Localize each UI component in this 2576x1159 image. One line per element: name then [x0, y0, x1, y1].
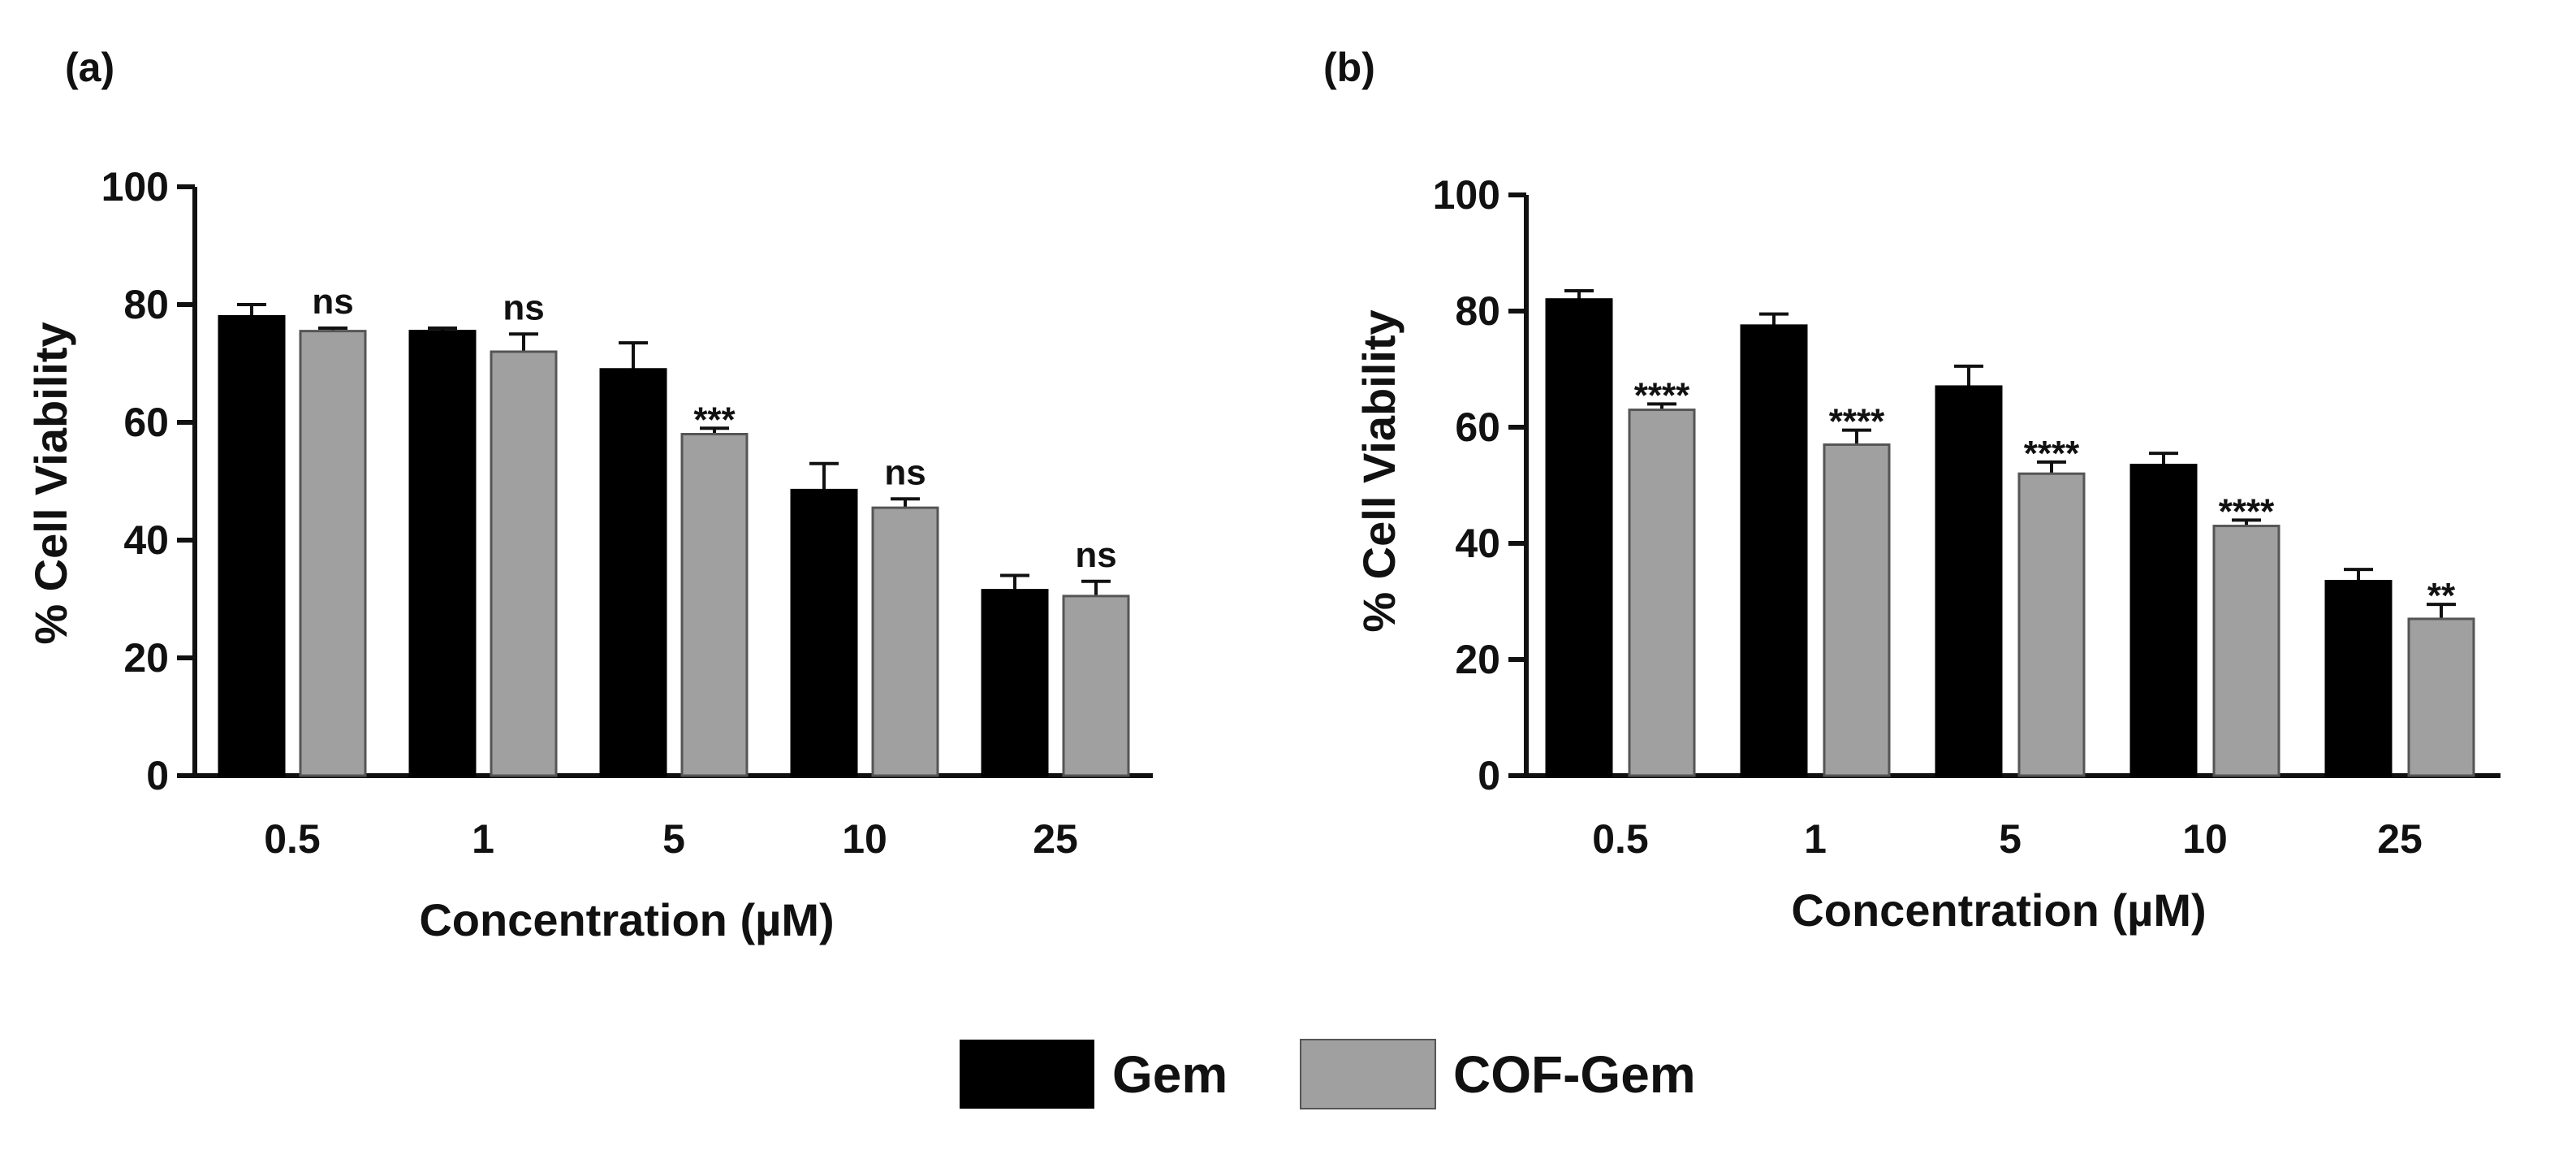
panel-b-bar-cof-gem — [1628, 409, 1696, 777]
panel-a-chart: (a) 0 20 40 60 80 100 ns 0.5 ns 1 *** 5 ns 10 ns 25 % C… — [25, 45, 1153, 945]
panel-b-bar-gem — [1545, 298, 1613, 777]
panel-b-label: (b) — [1323, 45, 1375, 90]
panel-b-bar-cof-gem — [2212, 525, 2280, 777]
panel-a-bar-gem — [408, 330, 477, 777]
panel-a-bar-gem — [790, 488, 858, 777]
panel-b-significance-label: **** — [2219, 491, 2275, 531]
panel-b-y-axis-title: % Cell Viability — [1353, 309, 1405, 632]
panel-b-chart: (b) 0 20 40 60 80 100 **** 0.5 **** 1 **** 5 **** 10 *… — [1323, 45, 2500, 936]
panel-b-bar-cof-gem — [2407, 617, 2475, 777]
panel-a-significance-label: ns — [503, 288, 544, 327]
panel-a-y-tick-label: 0 — [146, 753, 169, 798]
panel-a-label: (a) — [65, 45, 114, 90]
panel-a-bar-cof-gem — [1062, 595, 1130, 777]
panel-b-significance-label: **** — [1829, 402, 1885, 442]
panel-a-significance-label: ns — [312, 282, 353, 322]
panel-b-y-tick-label: 0 — [1478, 753, 1500, 798]
panel-b-bar-cof-gem — [1823, 443, 1891, 777]
panel-a-significance-label: ns — [1075, 535, 1116, 575]
panel-b-x-tick-label: 25 — [2377, 816, 2423, 862]
panel-a-y-tick-label: 60 — [123, 400, 169, 445]
panel-b-y-tick-label: 20 — [1455, 637, 1500, 682]
panel-b-significance-label: ** — [2427, 576, 2456, 616]
panel-b-y-tick-label: 80 — [1455, 288, 1500, 334]
panel-b-y-tick-label: 100 — [1433, 172, 1500, 218]
panel-a-x-tick-label: 5 — [662, 816, 685, 862]
panel-a-bar-cof-gem — [299, 330, 367, 777]
panel-a-y-axis-title: % Cell Viability — [25, 322, 76, 644]
panel-b-x-tick-label: 0.5 — [1592, 816, 1649, 862]
panel-a-significance-label: *** — [693, 400, 736, 439]
panel-a-x-tick-label: 1 — [472, 816, 494, 862]
panel-b-x-axis-title: Concentration (µM) — [1791, 884, 2206, 936]
legend-label-gem: Gem — [1112, 1045, 1228, 1104]
panel-b-x-tick-label: 10 — [2182, 816, 2228, 862]
panel-b-bar-gem — [2129, 463, 2198, 777]
panel-b-bar-gem — [1935, 385, 2003, 777]
panel-a-plot: 0 20 40 60 80 100 ns 0.5 ns 1 *** 5 ns 10 ns 25 — [101, 164, 1153, 862]
panel-a-significance-label: ns — [884, 452, 926, 492]
panel-a-bar-gem — [218, 315, 286, 777]
panel-b-bar-cof-gem — [2017, 472, 2086, 777]
panel-b-y-tick-label: 60 — [1455, 404, 1500, 450]
panel-a-x-tick-label: 25 — [1033, 816, 1078, 862]
panel-b-plot: 0 20 40 60 80 100 **** 0.5 **** 1 **** 5 **** 10 ** 25 — [1433, 172, 2500, 862]
panel-a-bar-cof-gem — [490, 350, 558, 777]
panel-a-bar-cof-gem — [680, 433, 749, 777]
panel-b-bar-gem — [2324, 579, 2393, 777]
panel-a-y-tick-label: 40 — [123, 517, 169, 563]
panel-a-x-tick-label: 0.5 — [264, 816, 321, 862]
panel-b-significance-label: **** — [1634, 375, 1690, 415]
panel-a-bar-gem — [599, 368, 667, 777]
panel-a-y-tick-label: 100 — [101, 164, 169, 210]
panel-a-x-axis-title: Concentration (µM) — [419, 894, 834, 945]
panel-a-y-tick-label: 20 — [123, 635, 169, 681]
panel-a-y-tick-label: 80 — [123, 282, 169, 327]
legend-swatch-cof-gem — [1300, 1039, 1436, 1109]
panel-b-bar-gem — [1740, 324, 1808, 777]
panel-a-bar-cof-gem — [871, 506, 939, 777]
panel-a-bar-gem — [981, 589, 1049, 777]
panel-b-x-tick-label: 5 — [1999, 816, 2022, 862]
legend-label-cof-gem: COF-Gem — [1453, 1045, 1696, 1104]
panel-b-y-tick-label: 40 — [1455, 521, 1500, 566]
panel-b-x-tick-label: 1 — [1804, 816, 1827, 862]
legend-swatch-gem — [960, 1040, 1094, 1109]
panel-a-x-tick-label: 10 — [842, 816, 887, 862]
panel-b-significance-label: **** — [2024, 434, 2080, 474]
legend: Gem COF-Gem — [960, 1039, 1696, 1109]
